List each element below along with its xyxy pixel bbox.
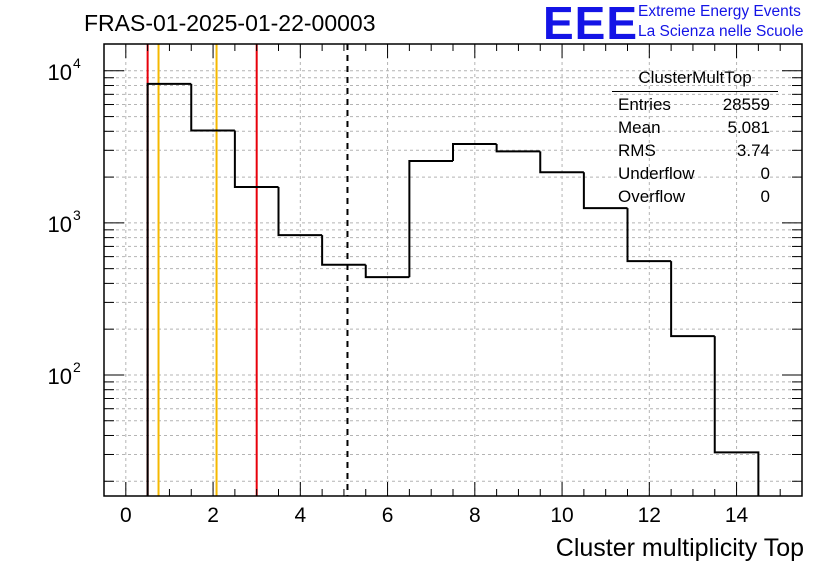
- stats-row-underflow: Underflow 0: [612, 162, 778, 185]
- stats-label: Underflow: [618, 164, 695, 183]
- x-tick-label: 12: [638, 504, 661, 527]
- stats-row-overflow: Overflow 0: [612, 185, 778, 208]
- x-tick-label: 14: [725, 504, 749, 527]
- histogram-bar: [277, 187, 323, 237]
- x-tick-label: 8: [469, 504, 481, 527]
- stats-label: RMS: [618, 141, 656, 160]
- histogram-bar: [190, 83, 235, 132]
- histogram-bar: [364, 264, 410, 279]
- histogram-bar: [233, 130, 279, 189]
- stats-value: 5.081: [727, 118, 770, 137]
- stats-value: 0: [760, 164, 770, 183]
- y-tick-exponent: 2: [73, 359, 81, 375]
- x-tick-label: 6: [382, 504, 394, 527]
- eee-logo: EEE: [543, 0, 639, 49]
- histogram-bar: [321, 235, 366, 266]
- histogram-bar: [626, 208, 672, 263]
- stats-value: 28559: [722, 95, 770, 114]
- stats-value: 0: [760, 187, 770, 206]
- x-tick-label: 2: [207, 504, 219, 527]
- stats-label: Mean: [618, 118, 661, 137]
- y-tick-exponent: 3: [73, 207, 81, 223]
- x-tick-label: 0: [120, 504, 132, 527]
- y-tick-exponent: 4: [73, 55, 81, 71]
- y-tick-label: 10: [48, 60, 72, 85]
- histogram-bar: [495, 144, 541, 153]
- stats-value: 3.74: [736, 141, 770, 160]
- histogram-bar: [582, 172, 628, 210]
- x-tick-label: 4: [294, 504, 306, 527]
- stats-label: Entries: [618, 95, 671, 114]
- histogram-bar: [713, 336, 760, 496]
- histogram-bar: [452, 143, 497, 162]
- stats-title: ClusterMultTop: [612, 66, 778, 92]
- stats-label: Overflow: [618, 187, 686, 206]
- histogram-bars: [146, 82, 760, 496]
- stats-row-entries: Entries 28559: [612, 93, 778, 116]
- y-tick-label: 10: [48, 364, 72, 389]
- stats-row-mean: Mean 5.081: [612, 116, 778, 139]
- x-tick-label: 10: [550, 504, 573, 527]
- histogram-bar: [670, 261, 715, 338]
- y-tick-label: 10: [48, 212, 72, 237]
- axes: [103, 43, 803, 497]
- vertical-lines: [146, 44, 349, 496]
- histogram-bar: [146, 82, 192, 496]
- x-axis-label: Cluster multiplicity Top: [555, 534, 804, 562]
- histogram-bar: [408, 160, 453, 278]
- chart-title: FRAS-01-2025-01-22-00003: [84, 10, 376, 36]
- stats-row-rms: RMS 3.74: [612, 139, 778, 162]
- eee-tagline-2: La Scienza nelle Scuole: [638, 23, 804, 40]
- eee-tagline-1: Extreme Energy Events: [638, 3, 801, 20]
- stats-box: ClusterMultTop Entries 28559 Mean 5.081 …: [612, 66, 778, 208]
- histogram-bar: [539, 151, 584, 174]
